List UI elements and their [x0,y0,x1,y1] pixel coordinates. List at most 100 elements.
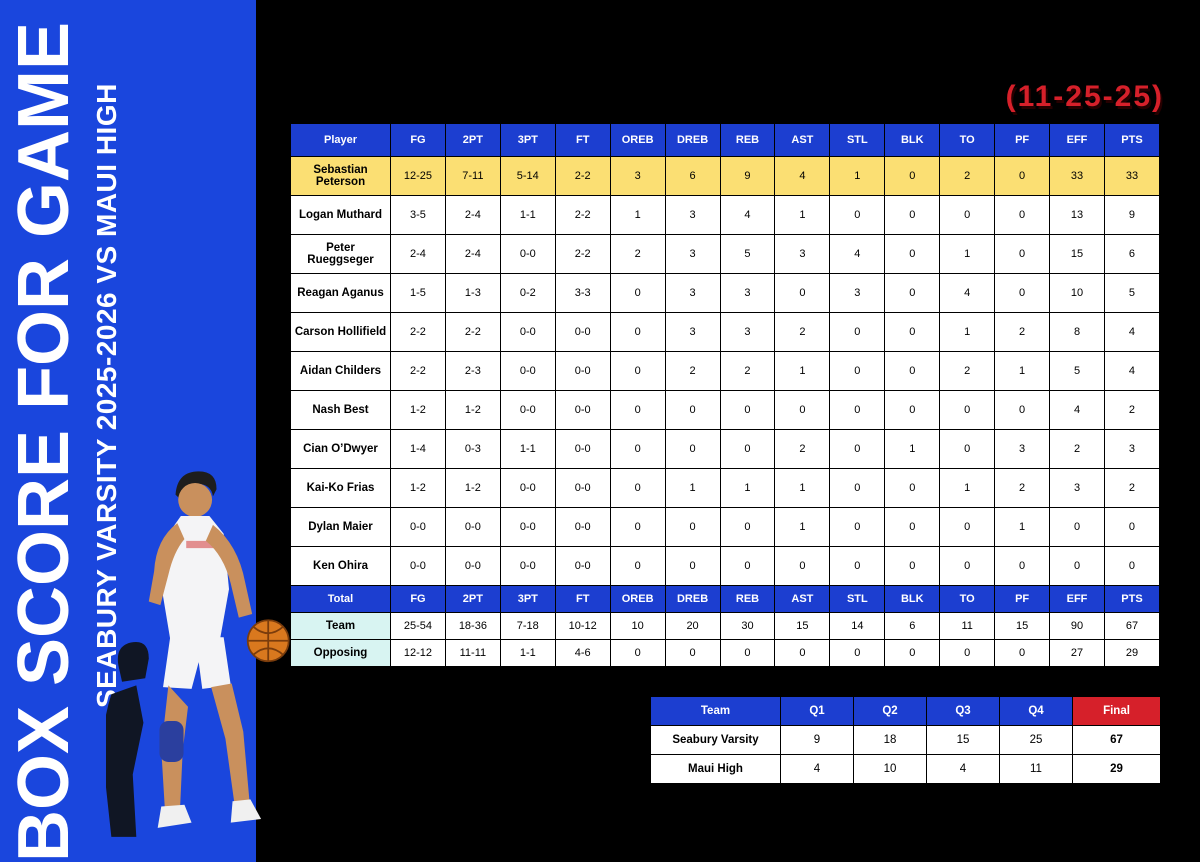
stat-cell: 0 [664,546,721,586]
stat-cell: 11-11 [444,639,501,667]
stat-cell: 2 [994,312,1051,352]
stat-cell: 2-2 [554,195,611,235]
stat-cell: 0 [774,273,831,313]
stat-cell: 0-0 [554,312,611,352]
totals-header-reb: REB [719,585,776,613]
stat-cell: 5-14 [499,156,556,196]
column-header-fg: FG [390,123,446,157]
page-title: BOX SCORE FOR GAME [4,21,84,862]
stat-cell: 3 [774,234,831,274]
column-header-2pt: 2PT [444,123,501,157]
stat-cell: 5 [719,234,776,274]
stat-cell: 0 [1103,507,1161,547]
stat-cell: 0-0 [499,312,556,352]
stat-cell: 0-0 [499,390,556,430]
box-score-header-row: Player FG 2PT 3PT FT OREB DREB REB AST STL BLK TO PF… [290,123,1161,157]
stat-cell: 0 [994,156,1051,196]
column-header-blk: BLK [884,123,941,157]
stat-cell: 1-5 [390,273,446,313]
stat-cell: 0 [774,390,831,430]
stat-cell: 0 [884,546,941,586]
player-name: Nash Best [290,390,391,430]
stat-cell: 2-3 [444,351,501,391]
player-name: Logan Muthard [290,195,391,235]
stat-cell: 0 [884,234,941,274]
stat-cell: 15 [1049,234,1105,274]
stat-cell: 0 [719,639,776,667]
stat-cell: 0 [774,546,831,586]
stat-cell: 1 [774,507,831,547]
quarters-header-q4: Q4 [999,696,1073,726]
stat-cell: 30 [719,612,776,640]
stat-cell: 0 [829,351,886,391]
team-name: Maui High [650,754,781,784]
stat-cell: 0-0 [444,546,501,586]
stat-cell: 1-4 [390,429,446,469]
stat-cell: 1 [774,351,831,391]
stat-cell: 0 [884,156,941,196]
stat-cell: 4 [939,273,996,313]
player-row: Cian O’Dwyer 1-4 0-3 1-1 0-0 0 0 0 2 0 1 0 3 2 3 [290,429,1161,469]
stat-cell: 0 [609,273,666,313]
stat-cell: 2 [609,234,666,274]
stat-cell: 3 [1049,468,1105,508]
stat-cell: 0-0 [499,234,556,274]
stat-cell: 12-25 [390,156,446,196]
quarter-score: 25 [999,725,1073,755]
stat-cell: 0 [719,390,776,430]
stat-cell: 4 [774,156,831,196]
stat-cell: 0 [884,195,941,235]
stat-cell: 0 [884,507,941,547]
stat-cell: 29 [1103,639,1161,667]
stat-cell: 1-2 [390,390,446,430]
totals-header-ast: AST [774,585,831,613]
stat-cell: 2 [774,312,831,352]
quarters-header-q3: Q3 [926,696,1000,726]
stat-cell: 0-3 [444,429,501,469]
stat-cell: 2 [1049,429,1105,469]
stat-cell: 0-0 [554,351,611,391]
stat-cell: 2-2 [390,312,446,352]
stat-cell: 0-0 [499,351,556,391]
stat-cell: 0 [1049,546,1105,586]
player-name: Aidan Childers [290,351,391,391]
stat-cell: 0 [994,639,1051,667]
quarter-scores-header-row: Team Q1 Q2 Q3 Q4 Final [650,696,1161,726]
stat-cell: 0 [829,429,886,469]
totals-header-row: Total FG 2PT 3PT FT OREB DREB REB AST STL BLK TO PF E… [290,585,1161,613]
totals-header-oreb: OREB [609,585,666,613]
player-row: Dylan Maier 0-0 0-0 0-0 0-0 0 0 0 1 0 0 0 1 0 0 [290,507,1161,547]
quarter-score: 4 [926,754,1000,784]
stat-cell: 0 [939,429,996,469]
totals-header-eff: EFF [1049,585,1105,613]
stat-cell: 25-54 [390,612,446,640]
stat-cell: 11 [939,612,996,640]
stat-cell: 2 [1103,468,1161,508]
player-row: Kai-Ko Frias 1-2 1-2 0-0 0-0 0 1 1 1 0 0 1 2 3 2 [290,468,1161,508]
stat-cell: 0 [829,390,886,430]
stat-cell: 10 [1049,273,1105,313]
stat-cell: 4 [719,195,776,235]
player-row: Logan Muthard 3-5 2-4 1-1 2-2 1 3 4 1 0 0 0 0 13 9 [290,195,1161,235]
stat-cell: 0-0 [499,468,556,508]
total-row-label: Opposing [290,639,391,667]
stat-cell: 13 [1049,195,1105,235]
stat-cell: 0 [719,546,776,586]
quarters-header-final: Final [1072,696,1161,726]
column-header-oreb: OREB [609,123,666,157]
stat-cell: 90 [1049,612,1105,640]
stat-cell: 0 [884,273,941,313]
quarter-scores-table: Team Q1 Q2 Q3 Q4 Final Seabury Varsity 9 18 15 25… [650,696,1161,784]
stat-cell: 0 [994,234,1051,274]
stat-cell: 1-2 [390,468,446,508]
stat-cell: 2-4 [390,234,446,274]
stat-cell: 0 [939,390,996,430]
stat-cell: 12-12 [390,639,446,667]
stat-cell: 1-3 [444,273,501,313]
stat-cell: 33 [1103,156,1161,196]
stat-cell: 20 [664,612,721,640]
stat-cell: 3 [664,234,721,274]
stat-cell: 5 [1103,273,1161,313]
stat-cell: 8 [1049,312,1105,352]
stat-cell: 0 [939,507,996,547]
